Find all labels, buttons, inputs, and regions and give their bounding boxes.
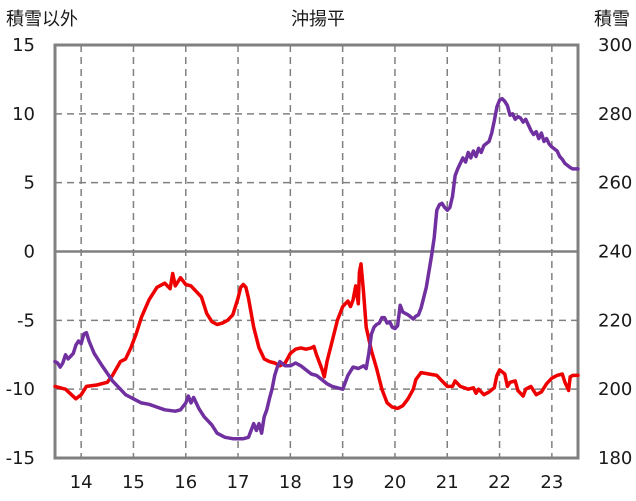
x-tick-label: 14 (70, 472, 93, 493)
y-left-tick-label: 15 (12, 35, 35, 56)
x-tick-label: 17 (227, 472, 250, 493)
x-tick-label: 18 (279, 472, 302, 493)
x-tick-label: 23 (540, 472, 563, 493)
x-tick-label: 16 (174, 472, 197, 493)
y-left-tick-label: 10 (12, 104, 35, 125)
series-line-1 (53, 262, 580, 411)
y-right-tick-label: 260 (598, 173, 632, 194)
y-left-tick-label: 5 (24, 173, 35, 194)
x-tick-label: 15 (122, 472, 145, 493)
y-right-tick-labels: 300 280 260 240 220 200 180 (598, 35, 632, 469)
series-layer (53, 96, 580, 441)
y-left-tick-labels: 15 10 5 0 -5 -10 -15 (6, 35, 35, 469)
x-tick-labels: 14 15 16 17 18 19 20 21 22 23 (70, 472, 564, 493)
y-left-tick-label: -10 (6, 379, 35, 400)
y-right-tick-label: 200 (598, 379, 632, 400)
y-right-tick-label: 180 (598, 448, 632, 469)
x-tick-label: 20 (383, 472, 406, 493)
y-left-tick-label: -5 (17, 310, 35, 331)
y-right-tick-label: 280 (598, 104, 632, 125)
y-right-tick-label: 300 (598, 35, 632, 56)
y-right-tick-label: 220 (598, 310, 632, 331)
series-line-2 (53, 96, 580, 441)
x-tick-label: 21 (436, 472, 459, 493)
chart-title: 沖揚平 (291, 9, 345, 30)
y-right-tick-label: 240 (598, 242, 632, 263)
x-tick-label: 22 (488, 472, 511, 493)
y-left-tick-label: -15 (6, 448, 35, 469)
y-left-tick-label: 0 (24, 242, 35, 263)
x-tick-label: 19 (331, 472, 354, 493)
right-axis-label: 積雪 (594, 9, 630, 30)
left-axis-label: 積雪以外 (6, 9, 78, 30)
